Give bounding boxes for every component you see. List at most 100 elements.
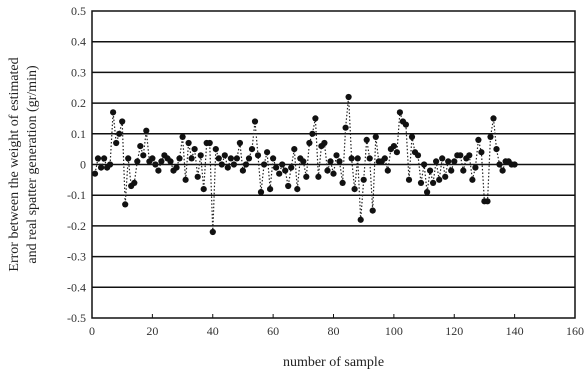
data-point xyxy=(140,152,147,159)
data-point xyxy=(372,133,379,140)
data-point xyxy=(466,152,473,159)
data-point xyxy=(188,155,195,162)
data-point xyxy=(248,146,256,153)
data-point xyxy=(242,161,250,168)
data-point xyxy=(448,167,455,174)
data-point xyxy=(257,189,265,196)
plot-frame xyxy=(91,10,576,319)
data-point xyxy=(475,136,482,143)
data-point xyxy=(245,155,253,162)
data-point xyxy=(137,143,144,150)
data-point xyxy=(408,133,416,140)
data-point xyxy=(396,109,403,116)
data-point xyxy=(354,155,361,162)
data-point xyxy=(110,109,117,116)
data-point xyxy=(460,167,467,174)
data-point xyxy=(119,118,126,125)
data-point xyxy=(279,161,286,168)
x-tick-label: 140 xyxy=(506,324,524,338)
data-point xyxy=(402,121,409,128)
x-tick-label: 80 xyxy=(328,324,340,338)
x-tick-label: 40 xyxy=(207,324,219,338)
data-point xyxy=(239,167,246,174)
data-point xyxy=(417,179,425,186)
data-point xyxy=(107,161,114,168)
y-tick-label: 0 xyxy=(80,158,86,172)
data-point xyxy=(339,179,346,186)
data-point xyxy=(369,207,376,214)
data-point xyxy=(405,176,413,183)
data-point xyxy=(288,164,295,171)
data-point xyxy=(499,167,506,174)
data-point xyxy=(336,158,343,165)
data-point xyxy=(98,164,105,171)
data-point xyxy=(484,198,491,205)
grid-lines xyxy=(91,40,576,318)
y-tick-label: -0.5 xyxy=(67,311,86,325)
data-point xyxy=(152,161,159,168)
data-point xyxy=(264,149,271,156)
x-tick-label: 60 xyxy=(267,324,279,338)
data-point xyxy=(472,164,479,171)
data-points xyxy=(91,93,518,236)
data-point xyxy=(360,176,367,183)
y-tick-label: 0.5 xyxy=(71,4,86,18)
data-point xyxy=(384,167,391,174)
data-point xyxy=(176,155,183,162)
y-tick-label: 0.4 xyxy=(71,35,86,49)
data-point xyxy=(200,186,207,193)
data-point xyxy=(312,115,319,122)
y-axis-label: Error between the weight of estimated an… xyxy=(7,57,40,271)
data-point xyxy=(212,146,219,153)
data-point xyxy=(357,216,364,223)
data-point xyxy=(149,155,156,162)
data-point xyxy=(158,158,165,165)
data-point xyxy=(427,167,434,174)
y-tick-labels: 0.5 0.4 0.3 0.2 0.1 0 -0.1 -0.2 -0.3 -0.4 -0.5 xyxy=(67,4,86,325)
data-point xyxy=(451,158,458,165)
data-point xyxy=(206,139,213,147)
x-axis-label: number of sample xyxy=(283,355,384,370)
data-point xyxy=(173,164,180,171)
data-point xyxy=(291,146,298,153)
data-point xyxy=(113,139,120,147)
x-tick-label: 20 xyxy=(146,324,158,338)
data-point xyxy=(439,155,446,162)
data-point xyxy=(125,155,132,162)
y-tick-label: -0.4 xyxy=(67,280,86,294)
data-point xyxy=(294,186,301,193)
data-point xyxy=(469,176,476,183)
data-point xyxy=(218,161,225,168)
data-point xyxy=(282,167,289,174)
data-point xyxy=(478,149,485,156)
data-point xyxy=(227,155,234,162)
data-point xyxy=(122,201,129,208)
data-point xyxy=(351,186,358,193)
data-point xyxy=(270,155,277,162)
data-point xyxy=(91,170,99,177)
data-point xyxy=(167,158,174,165)
data-point xyxy=(490,115,497,122)
data-point xyxy=(224,164,231,171)
data-point xyxy=(273,164,280,171)
data-point xyxy=(457,152,464,159)
data-point xyxy=(261,161,268,168)
data-point xyxy=(236,139,243,147)
data-point xyxy=(496,161,503,168)
data-point xyxy=(303,173,310,180)
data-point xyxy=(366,155,373,162)
x-tick-label: 100 xyxy=(385,324,403,338)
series-connector-line xyxy=(94,96,515,233)
data-point xyxy=(442,173,449,180)
y-tick-label: 0.2 xyxy=(71,96,86,110)
data-point xyxy=(215,155,222,162)
x-tick-label: 0 xyxy=(89,324,95,338)
x-tick-labels: 0 20 40 60 80 100 120 140 160 xyxy=(89,324,584,338)
data-point xyxy=(285,182,292,190)
data-point xyxy=(134,158,141,165)
y-axis-label-line-2: and real spatter generation (gr/min) xyxy=(25,65,40,264)
y-axis-label-line-1: Error between the weight of estimated xyxy=(7,57,22,271)
data-point xyxy=(182,176,189,183)
x-tick-label: 120 xyxy=(445,324,463,338)
data-point xyxy=(324,167,331,174)
